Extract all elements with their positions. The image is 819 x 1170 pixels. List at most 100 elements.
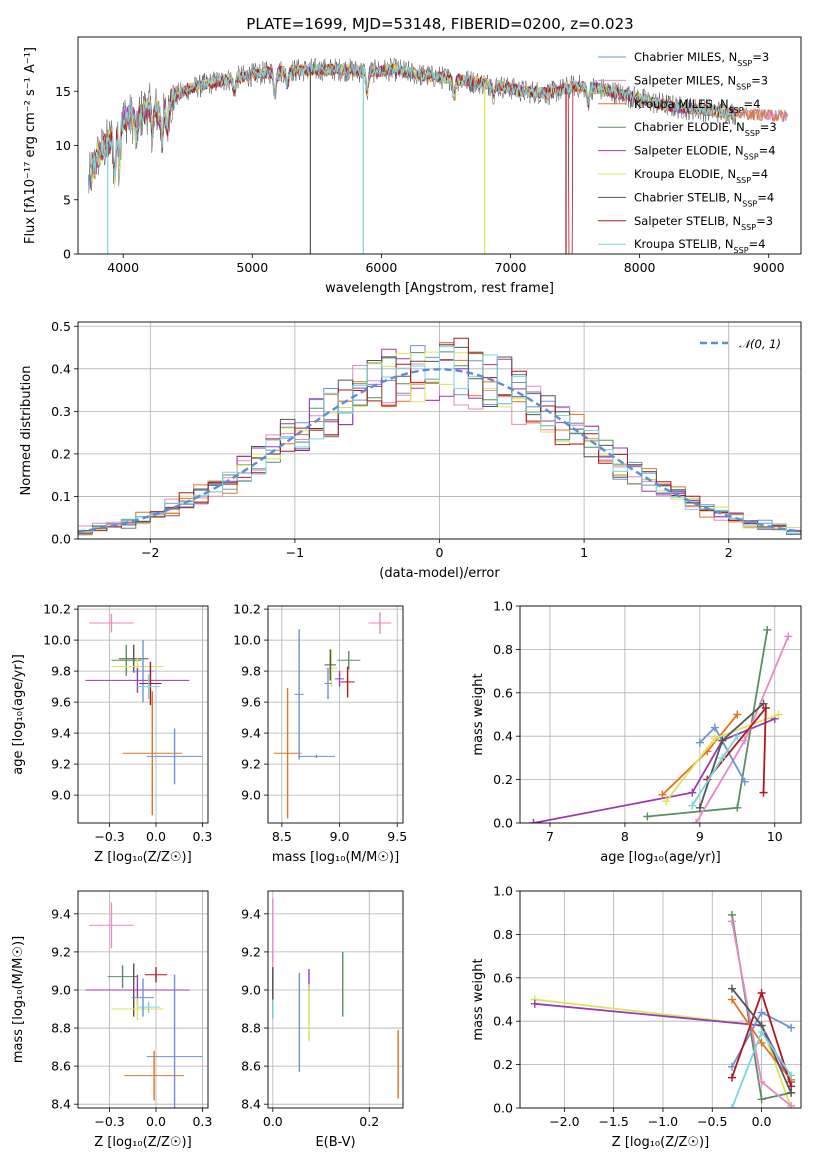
- x-axis-label: Z [log₁₀(Z/Z☉)]: [94, 1135, 191, 1150]
- x-axis-label: Z [log₁₀(Z/Z☉)]: [94, 850, 191, 865]
- panel-spectrum: 4000 5000 6000 7000 8000 9000 0 5 10 15 wavelength…: [23, 36, 802, 296]
- y-tick-label: 9.0: [51, 788, 71, 803]
- weight-marker-salpeter_miles: [692, 819, 701, 823]
- y-tick-label: 8.8: [51, 1021, 71, 1036]
- y-tick-label: 0.0: [493, 816, 513, 831]
- legend-label-chabrier_stelib: Chabrier STELIB, NSSP=4: [634, 190, 774, 208]
- x-tick-label: 0.0: [263, 1114, 283, 1129]
- x-tick-label: 6000: [365, 260, 397, 275]
- panel-mass_vs_EBV: 0.0 0.2 8.4 8.6 8.8 9.0 9.2 9.4 E(B-V): [241, 890, 404, 1150]
- panel-age_vs_Z: −0.3 0.0 0.3 9.0 9.2 9.4 9.6 9.8 10.0 10.2 Z [log₁…: [11, 602, 212, 865]
- panel-residuals: −2 −1 0 1 2 0.0 0.1 0.2 0.3 0.4 0.5 (data-model)/er…: [19, 319, 802, 581]
- y-tick-label: 9.4: [51, 906, 71, 921]
- weight-marker-kroupa_stelib: [688, 801, 697, 810]
- x-tick-label: −1.0: [648, 1114, 678, 1129]
- y-tick-label: 0: [63, 247, 71, 262]
- y-tick-label: 0.0: [51, 532, 71, 547]
- spectrum-line-kroupa_stelib: [91, 62, 737, 183]
- axes-frame: [77, 36, 802, 255]
- figure-title: PLATE=1699, MJD=53148, FIBERID=0200, z=0…: [246, 15, 633, 33]
- x-tick-label: 0.3: [192, 1114, 212, 1129]
- weight-marker-chabrier_stelib: [718, 736, 727, 745]
- axes-frame: [77, 321, 802, 540]
- weight-marker-chabrier_elodie: [763, 625, 772, 634]
- weight-marker-salpeter_miles: [727, 917, 736, 926]
- y-tick-label: 0.0: [493, 1101, 513, 1116]
- legend-label-kroupa_elodie: Kroupa ELODIE, NSSP=4: [634, 167, 768, 185]
- y-tick-label: 0.8: [493, 927, 513, 942]
- y-tick-label: 0.4: [51, 361, 71, 376]
- y-tick-label: 15: [55, 84, 71, 99]
- plot-area: [85, 613, 203, 816]
- y-tick-label: 0.6: [493, 685, 513, 700]
- y-tick-label: 9.8: [241, 664, 261, 679]
- legend-label-salpeter_elodie: Salpeter ELODIE, NSSP=4: [634, 144, 776, 162]
- weight-marker-kroupa_elodie: [774, 710, 783, 719]
- x-tick-label: 9000: [753, 260, 785, 275]
- weight-marker-salpeter_stelib: [761, 703, 770, 712]
- histogram-kroupa_stelib: [78, 346, 801, 533]
- x-tick-label: −1: [286, 545, 304, 560]
- y-tick-label: 0.4: [493, 729, 513, 744]
- y-tick-label: 9.6: [241, 695, 261, 710]
- weight-marker-kroupa_miles: [733, 710, 742, 719]
- weight-marker-chabrier_miles: [787, 1023, 796, 1032]
- x-axis-label: E(B-V): [315, 1135, 355, 1150]
- plot-area: [529, 625, 793, 823]
- y-tick-label: 1.0: [493, 599, 513, 614]
- weight-marker-chabrier_stelib: [695, 803, 704, 812]
- y-tick-label: 1.0: [493, 884, 513, 899]
- weight-marker-chabrier_miles: [727, 1062, 736, 1071]
- y-tick-label: 0.1: [51, 489, 71, 504]
- x-axis-label: age [log₁₀(age/yr)]: [600, 850, 721, 865]
- y-tick-label: 0.2: [51, 446, 71, 461]
- axes-frame: [77, 890, 209, 1109]
- weight-marker-kroupa_elodie: [710, 734, 719, 743]
- weight-marker-salpeter_stelib: [757, 988, 766, 997]
- weight-marker-salpeter_stelib: [759, 788, 768, 797]
- y-tick-label: 10.0: [233, 633, 261, 648]
- x-axis-label: mass [log₁₀(M/M☉)]: [272, 850, 399, 865]
- plot-area: [88, 57, 789, 254]
- normal-reference-curve: [78, 368, 801, 533]
- weight-marker-chabrier_miles: [740, 777, 749, 786]
- y-tick-label: 8.6: [241, 1059, 261, 1074]
- x-tick-label: 10: [767, 829, 783, 844]
- axes-frame: [267, 890, 404, 1109]
- weight-marker-salpeter_miles: [740, 736, 749, 745]
- x-tick-label: 0.0: [146, 1114, 166, 1129]
- x-tick-label: −0.3: [94, 1114, 124, 1129]
- y-tick-label: 0.8: [493, 642, 513, 657]
- y-tick-label: 8.6: [51, 1059, 71, 1074]
- weight-marker-kroupa_miles: [757, 1038, 766, 1047]
- y-tick-label: 0.2: [493, 772, 513, 787]
- y-tick-label: 8.8: [241, 1021, 261, 1036]
- weight-marker-chabrier_miles: [695, 738, 704, 747]
- y-tick-label: 9.4: [51, 726, 71, 741]
- weight-marker-salpeter_miles: [757, 1077, 766, 1086]
- x-tick-label: −0.3: [94, 829, 124, 844]
- weight-marker-kroupa_miles: [727, 995, 736, 1004]
- x-tick-label: 8000: [624, 260, 656, 275]
- y-axis-label: Flux [fλ10⁻¹⁷ erg cm⁻² s⁻¹ A⁻¹]: [23, 47, 38, 244]
- weight-marker-chabrier_elodie: [733, 803, 742, 812]
- y-axis-label: mass weight: [471, 673, 486, 755]
- weight-marker-salpeter_elodie: [530, 999, 539, 1008]
- weight-marker-chabrier_stelib: [787, 1088, 796, 1097]
- weight-marker-salpeter_elodie: [529, 819, 538, 823]
- x-tick-label: −2.0: [549, 1114, 579, 1129]
- weight-marker-kroupa_stelib: [787, 1071, 796, 1080]
- weight-line-kroupa_stelib: [691, 735, 739, 807]
- y-tick-label: 9.4: [241, 726, 261, 741]
- y-axis-label: mass weight: [471, 958, 486, 1040]
- y-tick-label: 9.0: [241, 788, 261, 803]
- weight-marker-kroupa_stelib: [727, 1104, 736, 1108]
- y-tick-label: 9.6: [51, 695, 71, 710]
- weight-marker-kroupa_miles: [658, 790, 667, 799]
- legend-label-salpeter_miles: Salpeter MILES, NSSP=3: [634, 73, 768, 91]
- weight-marker-salpeter_stelib: [727, 1073, 736, 1082]
- y-tick-label: 8.4: [241, 1097, 261, 1112]
- x-tick-label: 0: [436, 545, 444, 560]
- legend-label-kroupa_stelib: Kroupa STELIB, NSSP=4: [634, 237, 765, 255]
